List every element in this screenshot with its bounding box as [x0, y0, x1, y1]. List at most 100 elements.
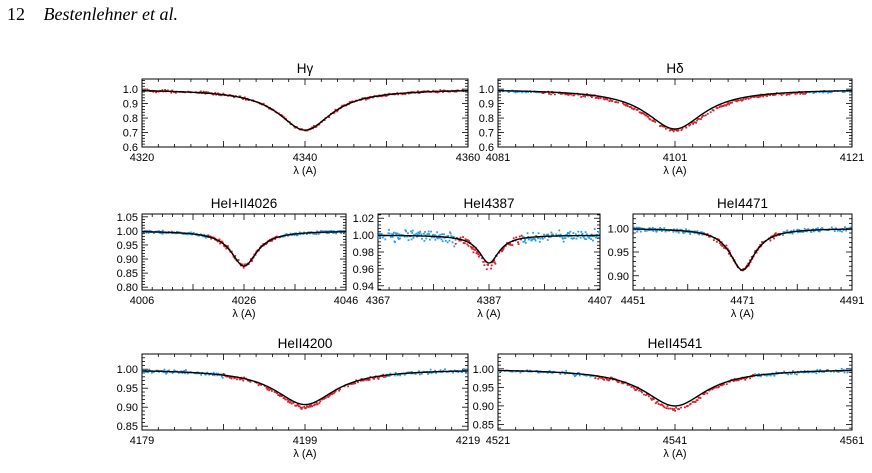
fit-data-point: [266, 242, 269, 244]
fit-data-point: [442, 91, 444, 93]
observed-data-point: [216, 374, 219, 377]
observed-data-point: [315, 233, 318, 235]
fit-data-point: [243, 96, 246, 99]
observed-data-point: [541, 236, 544, 239]
observed-data-point: [593, 235, 596, 238]
observed-data-point: [759, 375, 762, 378]
fit-data-point: [627, 105, 629, 108]
observed-data-point: [782, 231, 785, 233]
observed-data-point: [837, 371, 840, 373]
fit-data-point: [338, 389, 341, 392]
fit-data-point: [638, 111, 641, 114]
observed-data-point: [595, 235, 598, 238]
fit-data-point: [727, 252, 730, 255]
fit-data-point: [646, 115, 649, 118]
observed-data-point: [433, 236, 436, 239]
fit-data-point: [243, 376, 246, 379]
fit-data-point: [328, 394, 331, 397]
fit-data-point: [744, 98, 747, 100]
fit-data-point: [802, 92, 805, 95]
fit-data-point: [761, 94, 764, 97]
observed-data-point: [397, 238, 400, 241]
observed-data-point: [652, 230, 655, 232]
fit-data-point: [214, 91, 217, 94]
fit-data-point: [323, 398, 325, 400]
fit-data-point: [644, 114, 647, 117]
observed-data-point: [447, 234, 450, 237]
fit-data-point: [271, 239, 274, 242]
observed-data-point: [217, 372, 220, 375]
x-axis-label: λ (A): [293, 165, 316, 177]
x-tick-label: 4340: [293, 152, 317, 164]
x-tick-label: 4387: [477, 295, 501, 307]
observed-data-point: [500, 370, 502, 373]
fit-data-point: [359, 379, 362, 382]
fit-data-point: [483, 264, 486, 267]
fit-data-point: [632, 108, 635, 111]
observed-data-point: [673, 228, 675, 231]
observed-data-point: [790, 372, 792, 375]
observed-data-point: [422, 232, 425, 235]
observed-data-point: [379, 236, 382, 239]
observed-data-point: [454, 238, 457, 241]
fit-data-point: [221, 240, 224, 243]
fit-data-point: [608, 379, 610, 382]
observed-data-point: [783, 370, 786, 373]
fit-data-point: [594, 97, 597, 99]
observed-data-point: [585, 374, 588, 377]
observed-data-point: [843, 371, 846, 374]
fit-data-point: [332, 392, 335, 395]
observed-data-point: [802, 230, 805, 233]
observed-data-point: [324, 230, 327, 233]
observed-data-point: [457, 371, 460, 374]
observed-data-point: [819, 369, 822, 371]
observed-data-point: [840, 367, 843, 370]
running-head-authors: Bestenlehner et al.: [43, 4, 178, 24]
fit-data-point: [723, 247, 725, 249]
observed-data-point: [446, 235, 448, 238]
observed-data-point: [189, 231, 192, 234]
observed-data-point: [584, 231, 587, 234]
observed-data-point: [186, 233, 189, 236]
y-tick-label: 1.05: [117, 212, 138, 224]
fit-data-point: [501, 249, 504, 252]
observed-data-point: [419, 230, 422, 233]
fit-data-point: [636, 108, 639, 111]
fit-data-point: [721, 384, 723, 387]
y-tick-label: 0.8: [479, 113, 494, 125]
observed-data-point: [536, 91, 538, 94]
observed-data-point: [436, 231, 439, 234]
fit-data-point: [624, 103, 626, 106]
fit-data-point: [494, 262, 497, 265]
fit-data-point: [265, 386, 268, 389]
observed-data-point: [559, 373, 562, 375]
observed-data-point: [421, 237, 423, 240]
fit-data-point: [702, 393, 705, 396]
observed-data-point: [677, 231, 680, 234]
fit-data-point: [606, 98, 609, 101]
y-tick-label: 0.9: [479, 99, 494, 111]
observed-data-point: [143, 371, 146, 374]
fit-data-point: [511, 244, 514, 246]
y-tick-label: 0.9: [123, 99, 138, 111]
observed-data-point: [185, 369, 187, 372]
fit-data-point: [641, 391, 643, 394]
fit-data-point: [731, 101, 733, 104]
fit-data-point: [236, 378, 238, 381]
x-tick-label: 4081: [486, 152, 510, 164]
observed-data-point: [794, 372, 796, 375]
observed-data-point: [174, 370, 177, 372]
observed-data-point: [564, 237, 567, 240]
fit-data-point: [541, 91, 544, 94]
fit-data-point: [283, 116, 286, 119]
observed-data-point: [541, 237, 544, 240]
observed-data-point: [680, 229, 683, 231]
observed-data-point: [548, 370, 551, 372]
observed-data-point: [391, 235, 394, 238]
observed-data-point: [656, 229, 658, 232]
fit-data-point: [664, 125, 666, 128]
observed-data-point: [822, 91, 825, 94]
observed-data-point: [811, 371, 814, 374]
x-axis-label: λ (A): [731, 308, 754, 320]
observed-data-point: [575, 237, 578, 240]
